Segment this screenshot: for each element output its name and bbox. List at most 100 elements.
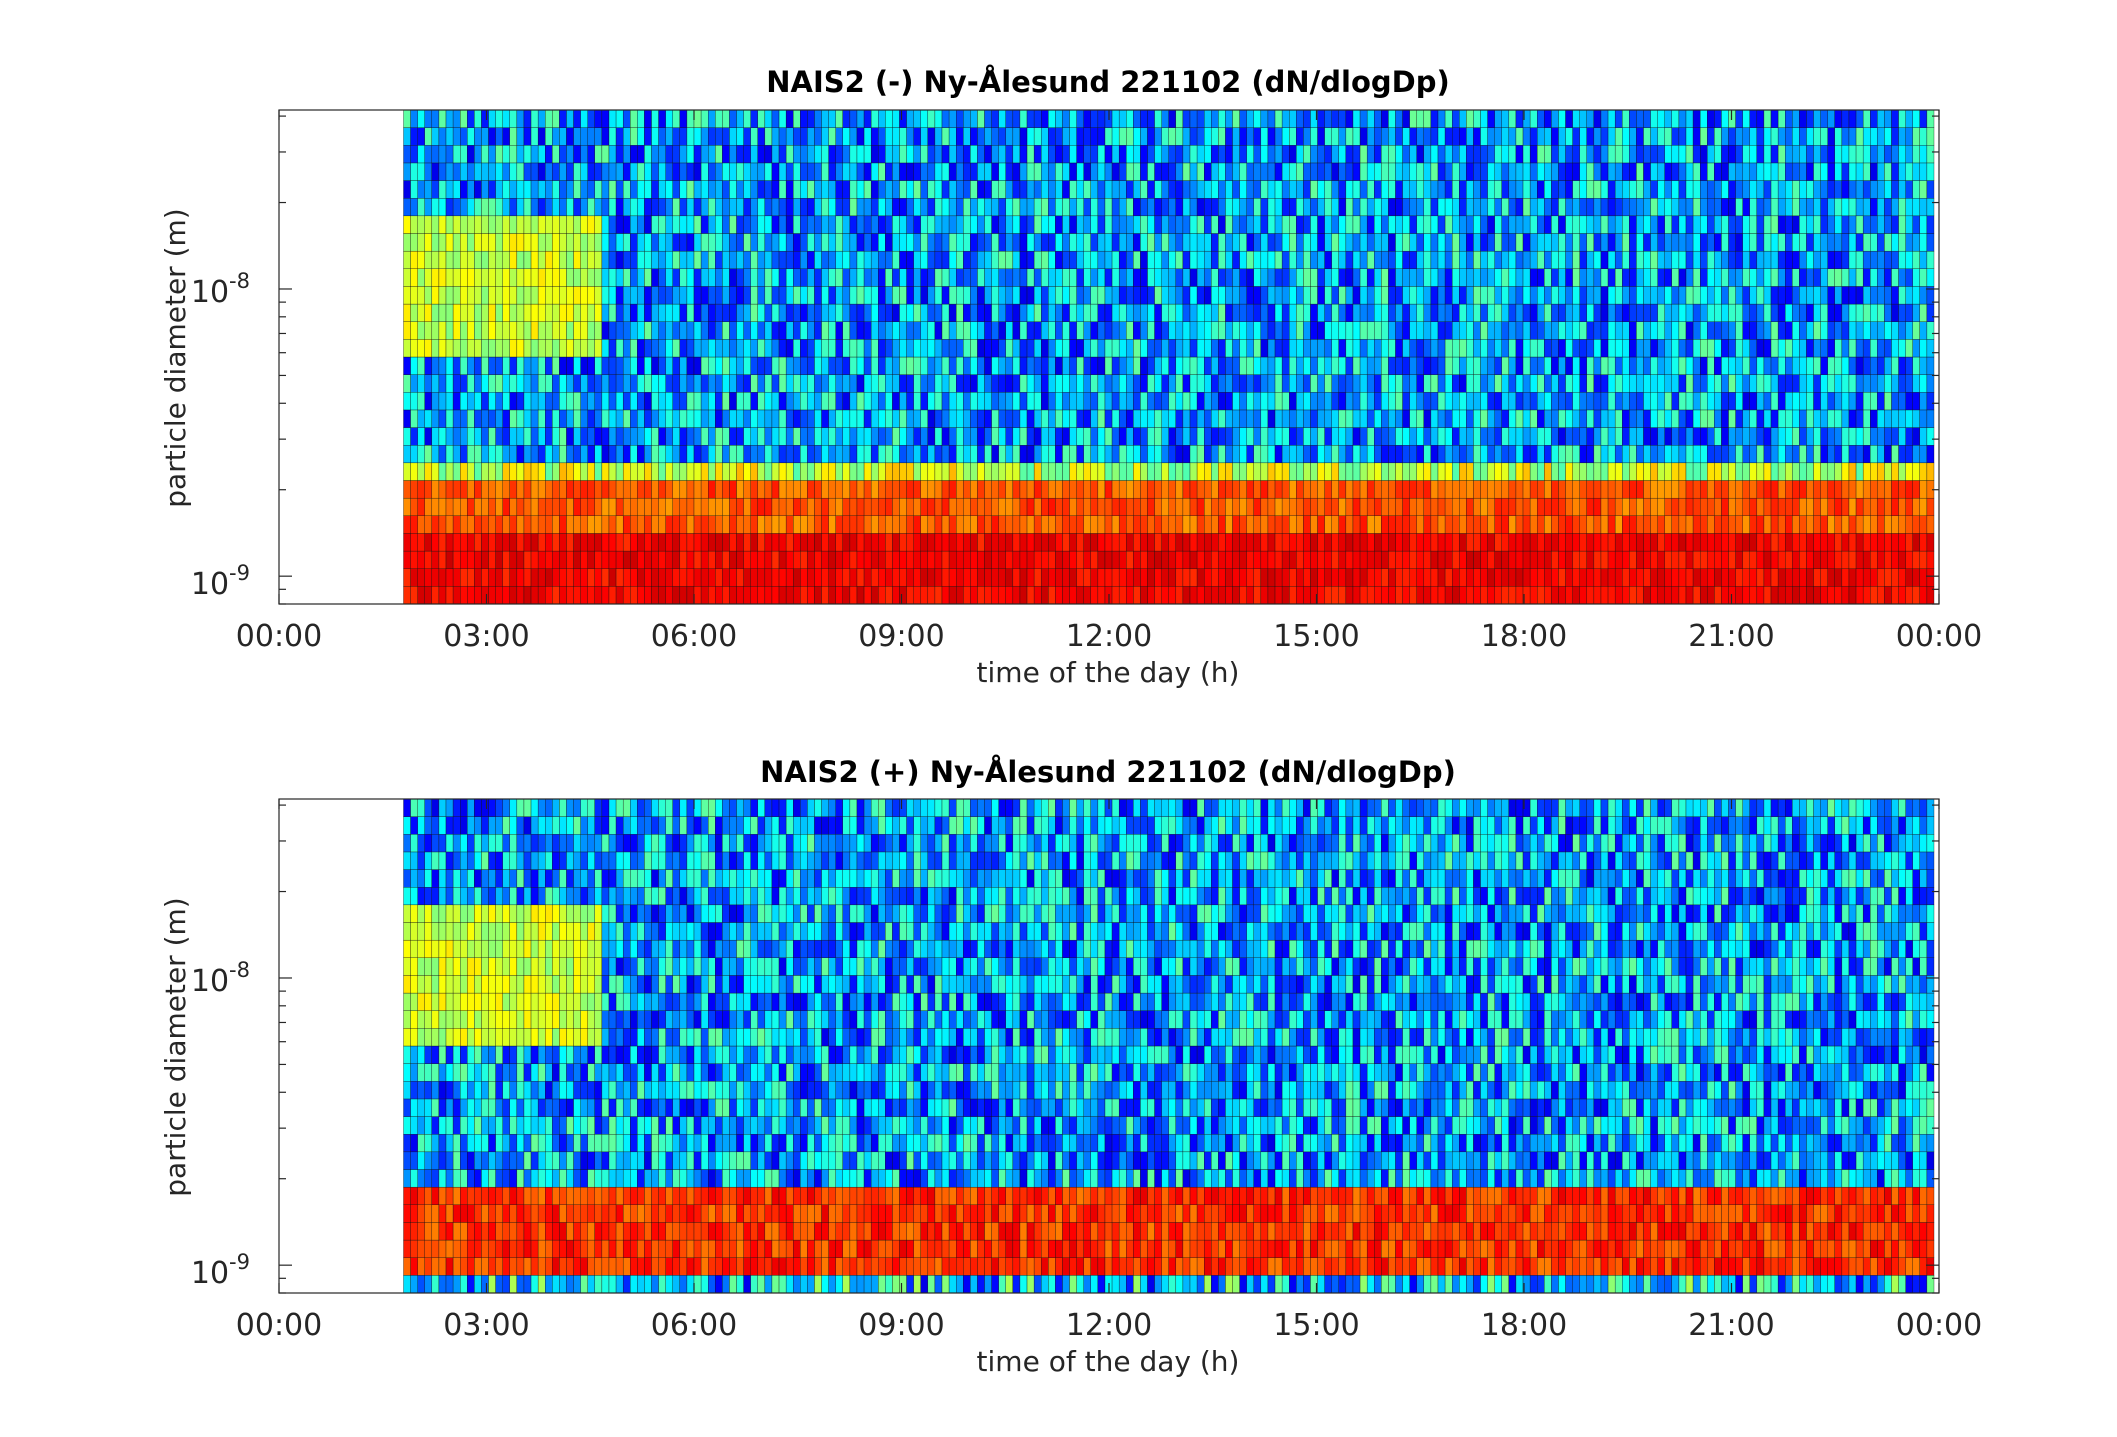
heatmap-cell bbox=[1111, 268, 1120, 287]
heatmap-cell bbox=[708, 533, 716, 552]
heatmap-cell bbox=[1204, 198, 1212, 217]
heatmap-cell bbox=[474, 497, 482, 516]
heatmap-cell bbox=[1515, 109, 1524, 128]
heatmap-cell bbox=[1019, 233, 1028, 252]
heatmap-cell bbox=[1310, 145, 1318, 164]
heatmap-cell bbox=[523, 250, 532, 269]
heatmap-cell bbox=[438, 268, 447, 287]
heatmap-cell bbox=[1111, 339, 1120, 358]
heatmap-cell bbox=[1565, 462, 1573, 481]
heatmap-cell bbox=[736, 550, 744, 569]
heatmap-cell bbox=[892, 356, 900, 375]
heatmap-cell bbox=[622, 286, 631, 305]
heatmap-cell bbox=[516, 374, 525, 393]
heatmap-cell bbox=[1033, 180, 1042, 199]
heatmap-cell bbox=[1437, 145, 1446, 164]
heatmap-cell bbox=[1423, 427, 1432, 446]
heatmap-cell bbox=[1218, 480, 1226, 499]
heatmap-cell bbox=[1586, 127, 1595, 146]
heatmap-cell bbox=[1303, 533, 1311, 552]
heatmap-cell bbox=[679, 180, 688, 199]
heatmap-cell bbox=[1324, 198, 1332, 217]
heatmap-cell bbox=[906, 198, 914, 217]
heatmap-cell bbox=[1345, 162, 1354, 181]
heatmap-cell bbox=[814, 145, 822, 164]
heatmap-cell bbox=[1622, 550, 1630, 569]
heatmap-cell bbox=[1239, 339, 1247, 358]
heatmap-cell bbox=[991, 356, 999, 375]
heatmap-cell bbox=[828, 215, 836, 234]
heatmap-cell bbox=[1522, 515, 1531, 534]
heatmap-cell bbox=[1352, 427, 1361, 446]
heatmap-cell bbox=[474, 180, 482, 199]
heatmap-cell bbox=[1140, 515, 1148, 534]
heatmap-cell bbox=[870, 145, 879, 164]
heatmap-cell bbox=[1558, 321, 1566, 340]
heatmap-cell bbox=[622, 550, 631, 569]
heatmap-cell bbox=[1381, 374, 1389, 393]
heatmap-cell bbox=[1026, 550, 1035, 569]
heatmap-cell bbox=[1239, 286, 1247, 305]
heatmap-cell bbox=[1537, 427, 1545, 446]
heatmap-cell bbox=[1232, 250, 1240, 269]
heatmap-cell bbox=[941, 127, 950, 146]
heatmap-cell bbox=[672, 215, 681, 234]
heatmap-cell bbox=[1544, 268, 1552, 287]
heatmap-cell bbox=[601, 303, 610, 322]
heatmap-cell bbox=[750, 497, 758, 516]
heatmap-cell bbox=[594, 145, 603, 164]
heatmap-cell bbox=[615, 268, 624, 287]
heatmap-cell bbox=[1558, 374, 1566, 393]
heatmap-cell bbox=[552, 480, 560, 499]
heatmap-cell bbox=[467, 109, 475, 128]
heatmap-cell bbox=[1359, 321, 1368, 340]
heatmap-cell bbox=[460, 127, 468, 146]
heatmap-cell bbox=[438, 462, 447, 481]
heatmap-cell bbox=[1310, 321, 1318, 340]
heatmap-cell bbox=[1246, 462, 1254, 481]
heatmap-cell bbox=[1374, 127, 1382, 146]
heatmap-cell bbox=[502, 162, 510, 181]
heatmap-cell bbox=[793, 409, 801, 428]
heatmap-cell bbox=[1508, 480, 1517, 499]
heatmap-cell bbox=[920, 515, 929, 534]
heatmap-cell bbox=[1395, 321, 1403, 340]
heatmap-cell bbox=[785, 392, 794, 411]
heatmap-cell bbox=[481, 286, 489, 305]
heatmap-cell bbox=[686, 180, 695, 199]
heatmap-cell bbox=[545, 480, 553, 499]
heatmap-cell bbox=[1324, 568, 1332, 587]
heatmap-cell bbox=[785, 445, 794, 464]
heatmap-cell bbox=[1388, 127, 1396, 146]
heatmap-cell bbox=[970, 109, 978, 128]
heatmap-cell bbox=[1317, 462, 1325, 481]
heatmap-cell bbox=[1274, 568, 1283, 587]
heatmap-cell bbox=[1111, 127, 1120, 146]
heatmap-cell bbox=[807, 268, 815, 287]
heatmap-cell bbox=[984, 303, 992, 322]
heatmap-cell bbox=[736, 480, 744, 499]
heatmap-cell bbox=[1374, 568, 1382, 587]
heatmap-cell bbox=[1303, 586, 1311, 605]
heatmap-cell bbox=[771, 145, 780, 164]
heatmap-cell bbox=[566, 162, 574, 181]
heatmap-cell bbox=[821, 515, 829, 534]
heatmap-cell bbox=[1161, 480, 1169, 499]
heatmap-cell bbox=[1083, 356, 1091, 375]
heatmap-cell bbox=[1204, 321, 1212, 340]
heatmap-cell bbox=[821, 250, 829, 269]
heatmap-cell bbox=[1338, 303, 1347, 322]
heatmap-cell bbox=[474, 303, 482, 322]
heatmap-cell bbox=[630, 427, 638, 446]
heatmap-cell bbox=[622, 374, 631, 393]
heatmap-cell bbox=[552, 409, 560, 428]
heatmap-cell bbox=[863, 145, 872, 164]
heatmap-cell bbox=[1211, 268, 1219, 287]
heatmap-cell bbox=[1140, 127, 1148, 146]
heatmap-cell bbox=[800, 339, 808, 358]
heatmap-cell bbox=[1430, 127, 1439, 146]
heatmap-cell bbox=[1005, 462, 1014, 481]
heatmap-cell bbox=[1572, 392, 1580, 411]
heatmap-cell bbox=[1189, 392, 1198, 411]
